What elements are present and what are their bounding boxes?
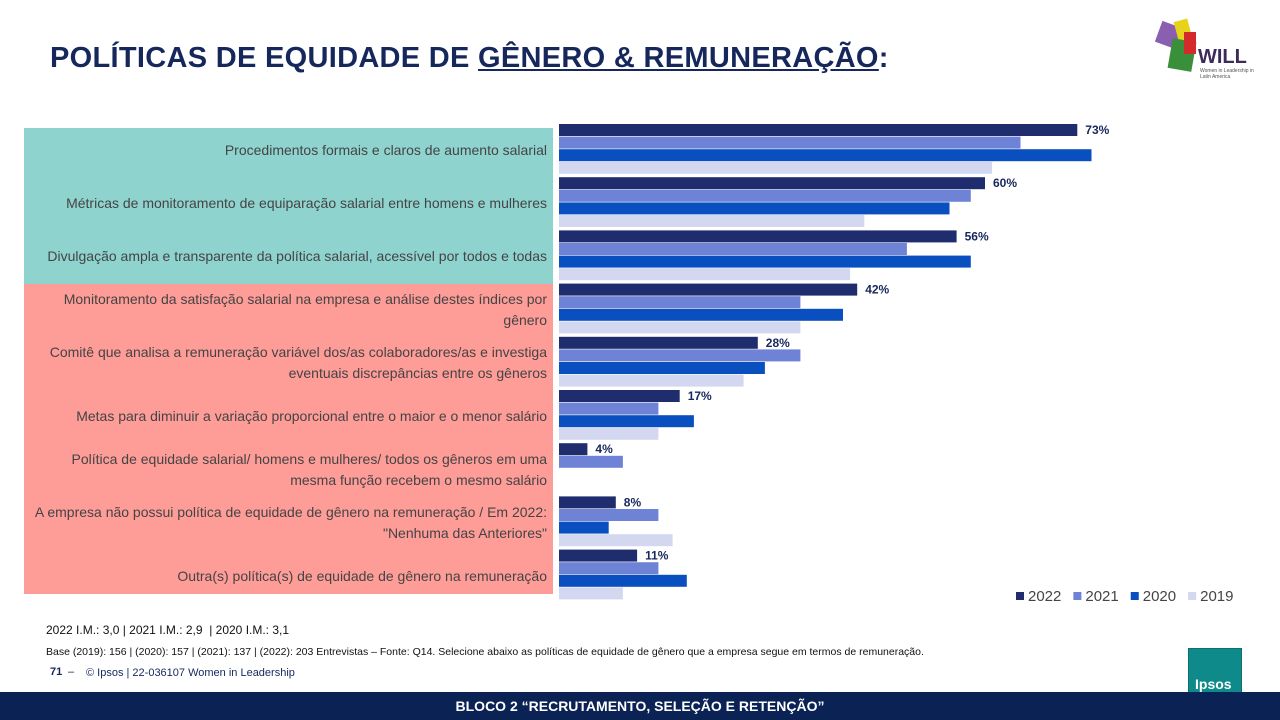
- logo-subtext: Women in Leadership in Latin America: [1200, 68, 1254, 80]
- bar: [559, 390, 680, 402]
- legend-label: 2020: [1143, 588, 1176, 605]
- data-label: 8%: [624, 495, 642, 509]
- bar: [559, 534, 673, 547]
- bar: [559, 321, 801, 334]
- bar: [559, 283, 858, 296]
- bar: [559, 427, 659, 440]
- category-label: Comitê que analisa a remuneração variáve…: [49, 344, 547, 382]
- legend-swatch: [1073, 592, 1082, 600]
- category-label: A empresa não possui política de equidad…: [34, 503, 547, 541]
- bar: [559, 509, 659, 521]
- bar: [559, 124, 1078, 136]
- bar: [559, 177, 985, 190]
- data-label: 56%: [965, 229, 989, 243]
- data-label: 42%: [865, 283, 889, 297]
- bar: [559, 496, 616, 509]
- bar: [559, 243, 907, 255]
- category-label: Divulgação ampla e transparente da polít…: [47, 248, 547, 265]
- title-part: POLÍTICAS DE EQUIDADE DE: [50, 42, 479, 74]
- bar: [559, 308, 843, 321]
- label-panel: [24, 128, 553, 284]
- bar: [559, 255, 971, 268]
- bar: [559, 161, 993, 174]
- category-label: Métricas de monitoramento de equiparação…: [66, 195, 547, 212]
- brand: Ipsos: [1195, 676, 1232, 692]
- bar: [559, 149, 1092, 162]
- bar: [559, 562, 659, 575]
- footer-text: BLOCO 2 “RECRUTAMENTO, SELEÇÃO E RETENÇÃ…: [455, 698, 825, 714]
- bar: [559, 230, 957, 243]
- logo-text: WILL: [1198, 46, 1247, 68]
- legend-label: 2022: [1028, 588, 1061, 605]
- bar: [559, 587, 623, 600]
- base-note: Base (2019): 156 | (2020): 157 | (2021):…: [46, 646, 924, 658]
- bar: [559, 443, 588, 456]
- bar: [559, 189, 971, 202]
- data-label: 4%: [595, 442, 613, 456]
- label-panel: [24, 284, 553, 594]
- bar: [559, 362, 765, 374]
- data-label: 60%: [993, 176, 1017, 190]
- bar: [559, 402, 659, 415]
- data-label: 28%: [766, 336, 790, 350]
- category-label: Metas para diminuir a variação proporcio…: [76, 408, 547, 424]
- bar: [559, 521, 609, 534]
- bar: [559, 415, 694, 428]
- legend-label: 2021: [1085, 588, 1118, 605]
- category-label: Monitoramento da satisfação salarial na …: [63, 291, 547, 329]
- data-label: 17%: [688, 389, 712, 403]
- legend-swatch: [1016, 592, 1024, 600]
- data-label: 73%: [1085, 123, 1109, 137]
- bar: [559, 202, 950, 215]
- bar: [559, 296, 801, 309]
- page-number: 71: [50, 666, 63, 678]
- bar: [559, 349, 801, 362]
- bar: [559, 215, 865, 227]
- category-label: Outra(s) política(s) de equidade de gêne…: [177, 567, 547, 584]
- bar: [559, 268, 851, 281]
- legend-swatch: [1188, 592, 1197, 600]
- bar: [559, 549, 638, 562]
- category-label: Política de equidade salarial/ homens e …: [71, 450, 548, 488]
- bar: [559, 336, 758, 349]
- title: POLÍTICAS DE EQUIDADE DE GÊNERO & REMUNE…: [50, 42, 889, 75]
- bar: [559, 455, 623, 468]
- im-note: 2022 I.M.: 3,0 | 2021 I.M.: 2,9 | 2020 I…: [46, 623, 290, 637]
- will-logo: WILL Women in Leadership in Latin Americ…: [1150, 18, 1260, 83]
- data-label: 11%: [645, 549, 669, 563]
- copyright: © Ipsos | 22-036107 Women in Leadership: [86, 667, 295, 679]
- bar: [559, 574, 687, 587]
- ipsos-logo: Ipsos: [1188, 648, 1242, 696]
- category-label: Procedimentos formais e claros de aument…: [224, 142, 547, 158]
- bar: [559, 136, 1021, 149]
- legend-swatch: [1130, 592, 1139, 600]
- title-part: GÊNERO & REMUNERAÇÃO: [478, 42, 879, 74]
- title-part: :: [878, 42, 889, 74]
- footer-bar: BLOCO 2 “RECRUTAMENTO, SELEÇÃO E RETENÇÃ…: [0, 692, 1280, 720]
- bar: [559, 374, 744, 387]
- legend-label: 2019: [1200, 588, 1233, 605]
